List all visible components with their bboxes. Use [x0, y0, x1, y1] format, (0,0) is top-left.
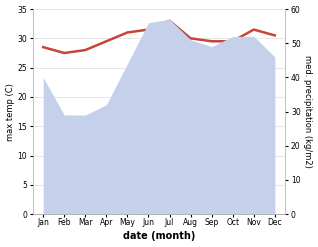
- Y-axis label: max temp (C): max temp (C): [5, 83, 15, 141]
- X-axis label: date (month): date (month): [123, 231, 195, 242]
- Y-axis label: med. precipitation (kg/m2): med. precipitation (kg/m2): [303, 55, 313, 168]
